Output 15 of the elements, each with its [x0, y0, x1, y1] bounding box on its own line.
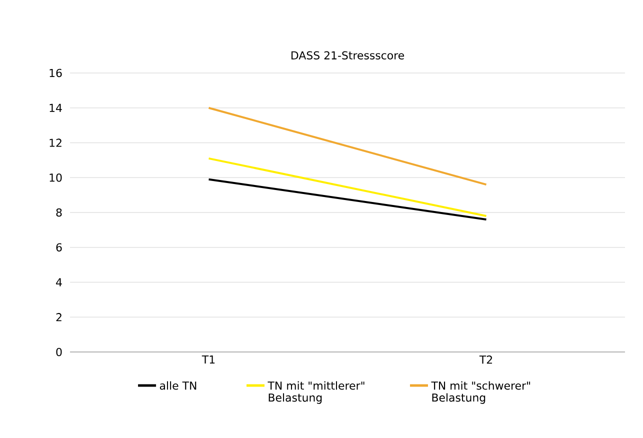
legend-label: TN mit "schwerer" Belastung: [431, 381, 530, 404]
chart-title: DASS 21-Stressscore: [292, 51, 404, 60]
x-tick-label: T1: [202, 356, 215, 364]
x-tick-label: T2: [479, 356, 492, 364]
y-tick-label: 8: [56, 208, 62, 217]
y-tick-label: 6: [56, 243, 62, 252]
y-tick-label: 2: [56, 313, 62, 322]
y-tick-label: 4: [56, 278, 62, 286]
legend-label: alle TN: [160, 381, 196, 390]
legend-label: TN mit "mittlerer" Belastung: [268, 381, 364, 404]
y-tick-label: 0: [56, 348, 62, 356]
y-tick-label: 14: [50, 104, 62, 112]
y-tick-label: 16: [50, 68, 62, 78]
y-tick-label: 10: [50, 173, 62, 182]
y-tick-label: 12: [50, 138, 62, 147]
